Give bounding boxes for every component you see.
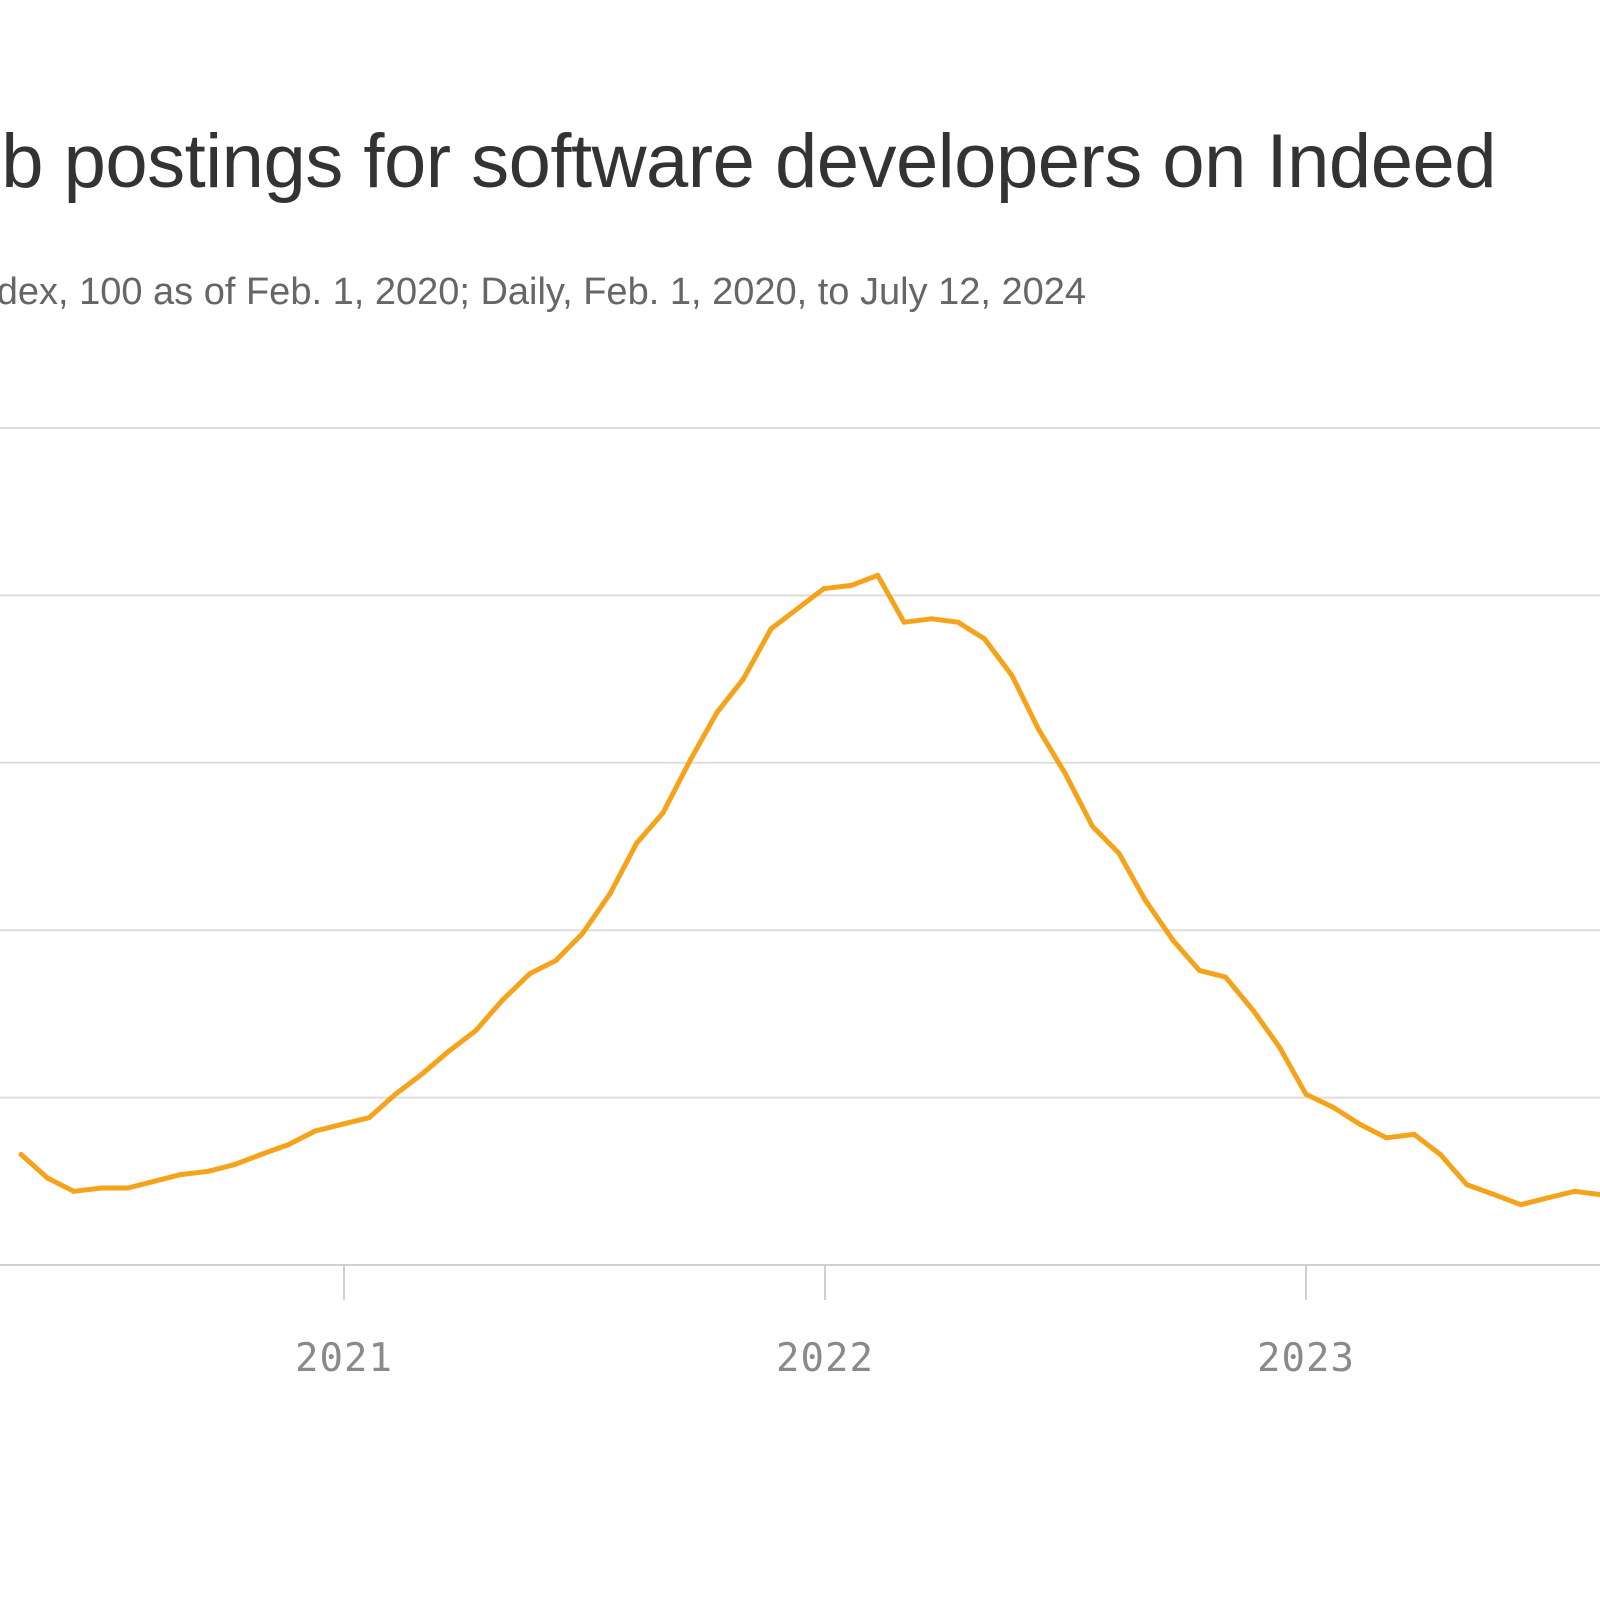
data-point bbox=[527, 971, 533, 977]
x-tick-label: 2022 bbox=[776, 1336, 874, 1381]
data-point bbox=[688, 757, 694, 762]
data-point bbox=[99, 1185, 104, 1191]
data-point bbox=[607, 890, 613, 896]
data-point bbox=[660, 810, 666, 816]
data-point bbox=[1491, 1192, 1497, 1198]
data-point bbox=[768, 626, 774, 632]
data-point bbox=[955, 619, 961, 625]
data-point bbox=[1090, 823, 1095, 829]
data-point bbox=[740, 676, 746, 682]
data-point bbox=[714, 710, 720, 716]
data-point bbox=[71, 1188, 77, 1194]
data-point bbox=[499, 998, 505, 1003]
data-point bbox=[1170, 937, 1176, 943]
data-point bbox=[1277, 1044, 1283, 1050]
data-point bbox=[178, 1172, 184, 1178]
data-point bbox=[1142, 897, 1148, 903]
data-point bbox=[580, 931, 585, 936]
data-point bbox=[1572, 1188, 1578, 1194]
data-point bbox=[1464, 1182, 1470, 1188]
data-point bbox=[1223, 974, 1229, 980]
data-point bbox=[151, 1178, 157, 1184]
chart-title: Job postings for software developers on … bbox=[0, 119, 1497, 204]
data-point bbox=[553, 957, 559, 963]
data-point bbox=[1437, 1152, 1443, 1157]
data-point bbox=[875, 572, 881, 578]
data-point bbox=[1250, 1008, 1256, 1014]
chart-subtitle: Index, 100 as of Feb. 1, 2020; Daily, Fe… bbox=[0, 271, 1087, 313]
data-point bbox=[634, 840, 640, 846]
data-point bbox=[312, 1128, 318, 1134]
data-point bbox=[1331, 1105, 1337, 1111]
grid-lines bbox=[0, 427, 1600, 1266]
data-point bbox=[1036, 726, 1041, 732]
data-point bbox=[18, 1152, 24, 1157]
data-point bbox=[419, 1071, 425, 1077]
data-point bbox=[1544, 1195, 1550, 1201]
x-tick-label: 2021 bbox=[295, 1336, 393, 1381]
data-point bbox=[901, 619, 907, 625]
data-point bbox=[125, 1185, 131, 1191]
data-point bbox=[982, 636, 987, 642]
data-point bbox=[794, 606, 800, 612]
data-point bbox=[286, 1142, 292, 1147]
data-point bbox=[232, 1162, 238, 1168]
data-point bbox=[205, 1168, 211, 1174]
data-point bbox=[929, 616, 935, 622]
data-point bbox=[258, 1152, 264, 1157]
series-line bbox=[18, 572, 1600, 1208]
data-point bbox=[1383, 1135, 1389, 1141]
data-point bbox=[473, 1028, 479, 1034]
data-point bbox=[1357, 1121, 1363, 1127]
data-point bbox=[45, 1175, 50, 1181]
data-point bbox=[1196, 967, 1202, 973]
data-point bbox=[1116, 850, 1122, 856]
data-point bbox=[1411, 1131, 1417, 1137]
data-point bbox=[446, 1048, 452, 1054]
data-point bbox=[366, 1115, 372, 1121]
x-tick-label: 2023 bbox=[1257, 1336, 1355, 1381]
data-point bbox=[392, 1091, 398, 1097]
data-point bbox=[1518, 1202, 1524, 1208]
data-point bbox=[1303, 1091, 1309, 1097]
x-ticks: 2021 2022 2023 bbox=[295, 1265, 1355, 1381]
data-point bbox=[1009, 673, 1015, 679]
data-point bbox=[338, 1121, 344, 1127]
data-point bbox=[821, 586, 827, 592]
series-group bbox=[18, 572, 1600, 1208]
data-point bbox=[848, 582, 854, 588]
data-point bbox=[1062, 770, 1068, 776]
